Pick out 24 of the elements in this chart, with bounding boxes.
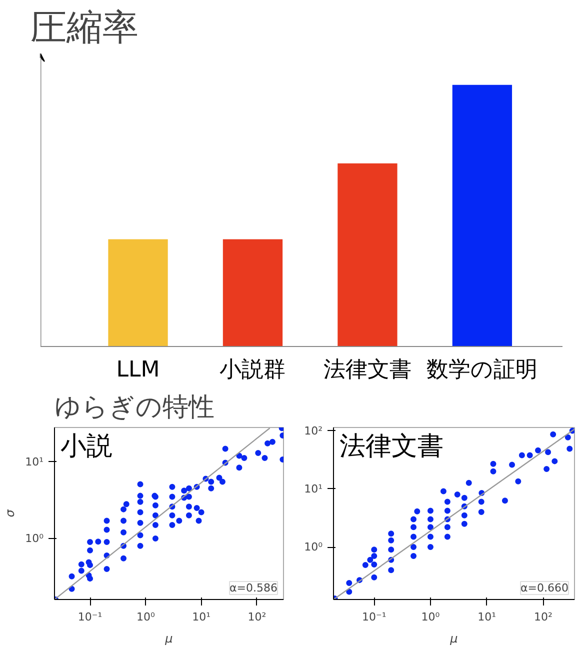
y-tick-label: 10⁰ <box>304 540 324 554</box>
annotation: 小説 <box>60 432 112 462</box>
x-tick-label: LLM <box>116 358 160 382</box>
y-tick-label: 10² <box>304 424 323 438</box>
y-tick-label: 10¹ <box>304 482 323 496</box>
y-axis-title: σ <box>3 509 18 518</box>
x-tick-label: 10¹ <box>478 610 496 624</box>
chart-title: ゆらぎの特性 <box>54 392 214 422</box>
x-tick-label: 10⁰ <box>136 610 156 624</box>
x-tick-label: 法律文書 <box>323 358 412 382</box>
x-tick-label: 10⁻¹ <box>78 610 102 624</box>
annotation: 法律文書 <box>340 432 444 462</box>
x-tick-label: 小説群 <box>220 358 286 382</box>
x-tick-label: 数学の証明 <box>426 358 538 382</box>
x-tick-label: 10⁻¹ <box>362 610 386 624</box>
x-tick-label: 10¹ <box>192 610 211 624</box>
x-tick-label: 10² <box>534 610 552 624</box>
annotation: α=0.660 <box>520 582 569 594</box>
annotation: α=0.586 <box>230 582 278 594</box>
x-tick-label: 10⁰ <box>421 610 440 624</box>
x-axis-title: μ <box>164 632 174 646</box>
x-axis-title: μ <box>449 632 458 646</box>
chart-title: 圧縮率 <box>30 8 138 48</box>
x-tick-label: 10² <box>248 610 266 624</box>
